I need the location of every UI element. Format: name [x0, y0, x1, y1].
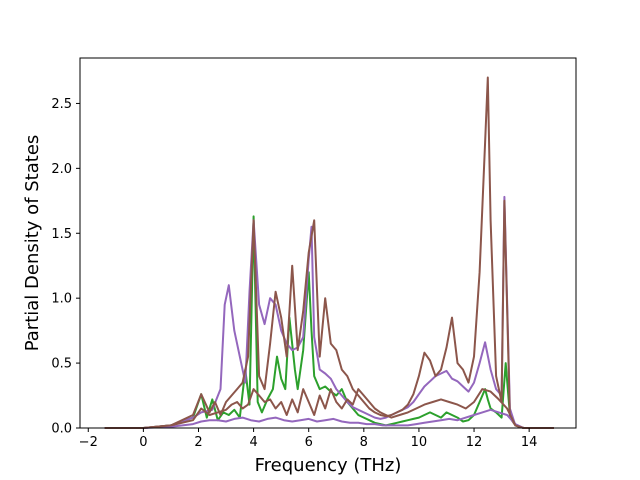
y-axis-label: Partial Density of States: [22, 135, 43, 352]
y-axis: 0.0 0.5 1.0 1.5 2.0 2.5: [51, 97, 80, 437]
x-tick-label: 10: [411, 435, 428, 450]
series-group: [104, 76, 554, 429]
x-axis-label: Frequency (THz): [255, 455, 402, 476]
y-tick-label: 0.5: [51, 357, 72, 372]
x-tick-label: −2: [79, 435, 98, 450]
x-tick-label: 2: [194, 435, 202, 450]
x-tick-label: 6: [305, 435, 313, 450]
pdos-series-line-5: [104, 388, 554, 429]
x-axis: −2 0 2 4 6 8 10 12 14: [79, 428, 538, 450]
x-tick-label: 0: [139, 435, 147, 450]
y-tick-label: 1.5: [51, 227, 72, 242]
y-tick-label: 1.0: [51, 292, 72, 307]
pdos-series-line-3: [104, 76, 554, 429]
x-tick-label: 4: [249, 435, 257, 450]
y-tick-label: 2.0: [51, 162, 72, 177]
pdos-series-line-4: [104, 408, 554, 429]
x-tick-label: 8: [360, 435, 368, 450]
y-tick-label: 2.5: [51, 97, 72, 112]
plot-frame: [79, 57, 577, 429]
x-tick-label: 12: [466, 435, 483, 450]
x-tick-label: 14: [521, 435, 538, 450]
y-tick-label: 0.0: [51, 422, 72, 437]
